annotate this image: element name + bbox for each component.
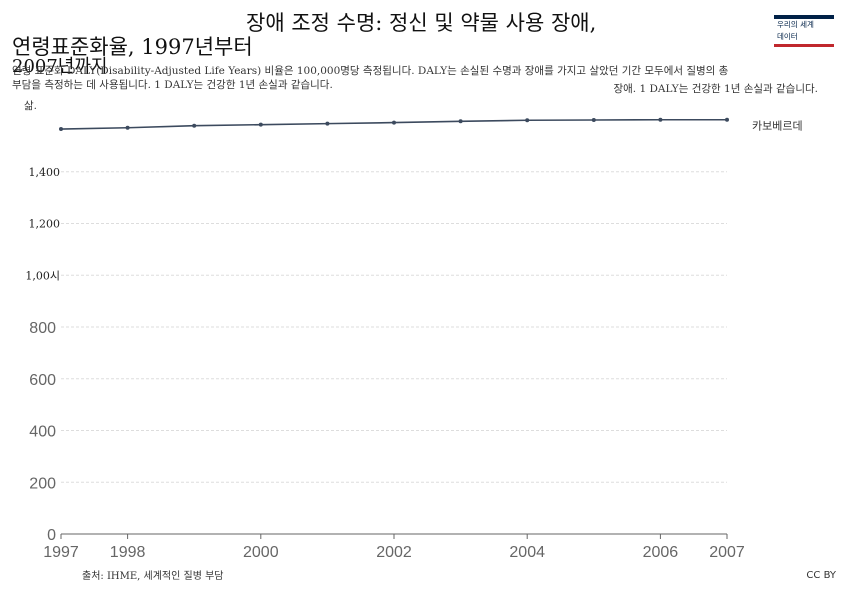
chart-subtitle-line-3: 장애. 1 DALY는 건강한 1년 손실과 같습니다.: [613, 83, 818, 95]
data-point[interactable]: [725, 117, 729, 122]
y-tick-label: 600: [29, 372, 56, 389]
owid-logo[interactable]: 우리의 세계 데이터: [774, 15, 834, 47]
logo-text-line-2: 데이터: [777, 32, 798, 41]
data-point[interactable]: [192, 123, 197, 128]
grid-lines: [61, 171, 727, 483]
license-link[interactable]: CC BY: [806, 570, 836, 581]
data-point[interactable]: [458, 119, 463, 124]
x-tick-label: 1998: [110, 544, 146, 561]
x-tick-label: 1997: [43, 544, 79, 561]
source-note[interactable]: 출처: IHME, 세계적인 질병 부담: [82, 571, 224, 582]
series-label[interactable]: 카보베르데: [752, 120, 803, 133]
x-tick-label: 2007: [709, 544, 745, 561]
y-tick-label: 200: [29, 475, 56, 492]
series-layer: 카보베르데: [59, 117, 803, 133]
chart-title-line-2: 연령표준화율, 1997년부터: [12, 35, 253, 59]
chart-subtitle-line-1: 연령 표준화 DALY(Disability-Adjusted Life Yea…: [12, 65, 729, 77]
data-point[interactable]: [325, 121, 330, 126]
data-point[interactable]: [258, 122, 263, 127]
data-point[interactable]: [591, 118, 596, 122]
y-tick-label: 1,200: [29, 218, 61, 231]
data-point[interactable]: [658, 117, 663, 122]
data-point[interactable]: [392, 120, 396, 125]
data-point[interactable]: [125, 125, 130, 130]
unit-label: 삶.: [24, 100, 37, 112]
x-tick-label: 2000: [243, 544, 279, 561]
y-tick-label: 0: [47, 527, 56, 544]
y-tick-label: 800: [29, 320, 56, 337]
y-tick-label: 1,00시: [25, 269, 60, 282]
logo-text-line-1: 우리의 세계: [777, 20, 814, 29]
chart-title-line-3: 2007년까지: [12, 56, 108, 77]
x-tick-label: 2002: [376, 544, 412, 561]
data-point[interactable]: [525, 118, 530, 123]
chart-title-line-1: 장애 조정 수명: 정신 및 약물 사용 장애,: [246, 11, 597, 35]
y-tick-label: 1,400: [29, 166, 61, 179]
chart-subtitle-line-2: 부담을 측정하는 데 사용됩니다. 1 DALY는 건강한 1년 손실과 같습니…: [12, 79, 333, 91]
y-tick-label: 400: [29, 424, 56, 441]
x-axis: 1997 1998 2000 2002 2004 2006 2007: [43, 533, 745, 561]
data-point[interactable]: [59, 127, 63, 132]
x-tick-label: 2004: [509, 544, 545, 561]
y-axis: 0 200 400 600 800 1,00시 1,200 1,400: [25, 166, 60, 544]
x-tick-label: 2006: [643, 544, 679, 561]
